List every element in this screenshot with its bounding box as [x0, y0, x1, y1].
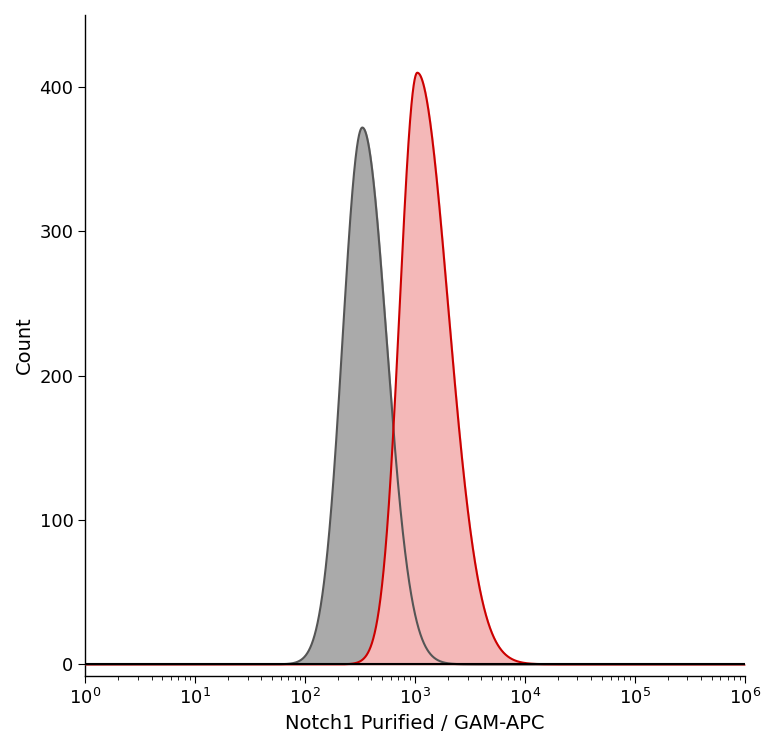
Y-axis label: Count: Count [15, 316, 34, 374]
X-axis label: Notch1 Purified / GAM-APC: Notch1 Purified / GAM-APC [286, 714, 545, 733]
